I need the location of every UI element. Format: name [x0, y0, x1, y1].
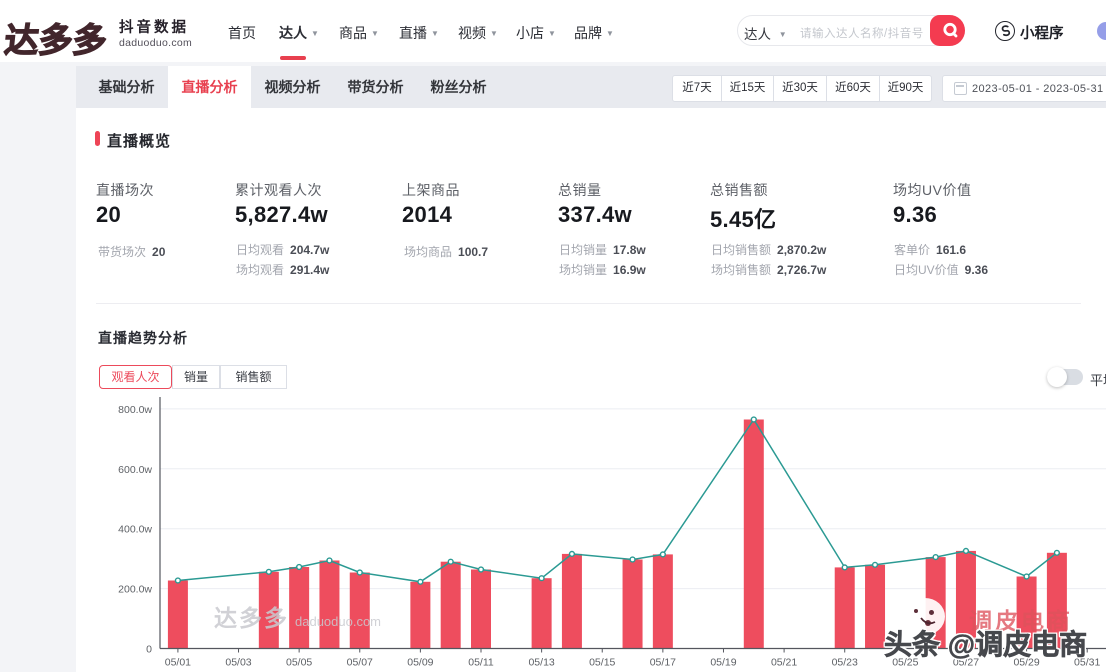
svg-text:05/07: 05/07: [347, 657, 373, 669]
svg-text:05/13: 05/13: [528, 657, 554, 669]
svg-text:05/05: 05/05: [286, 657, 312, 669]
svg-text:05/03: 05/03: [225, 657, 251, 669]
svg-text:400.0w: 400.0w: [118, 524, 152, 536]
svg-text:800.0w: 800.0w: [118, 404, 152, 416]
svg-text:05/31: 05/31: [1074, 657, 1100, 669]
svg-text:200.0w: 200.0w: [118, 584, 152, 596]
svg-text:600.0w: 600.0w: [118, 464, 152, 476]
svg-text:05/21: 05/21: [771, 657, 797, 669]
svg-text:05/19: 05/19: [710, 657, 736, 669]
svg-text:05/29: 05/29: [1013, 657, 1039, 669]
svg-text:05/23: 05/23: [832, 657, 858, 669]
svg-text:0: 0: [146, 644, 152, 656]
svg-text:05/01: 05/01: [165, 657, 191, 669]
svg-text:05/17: 05/17: [650, 657, 676, 669]
svg-text:05/11: 05/11: [468, 657, 494, 669]
svg-text:05/25: 05/25: [892, 657, 918, 669]
svg-text:05/15: 05/15: [589, 657, 615, 669]
svg-text:05/27: 05/27: [953, 657, 979, 669]
svg-text:05/09: 05/09: [407, 657, 433, 669]
